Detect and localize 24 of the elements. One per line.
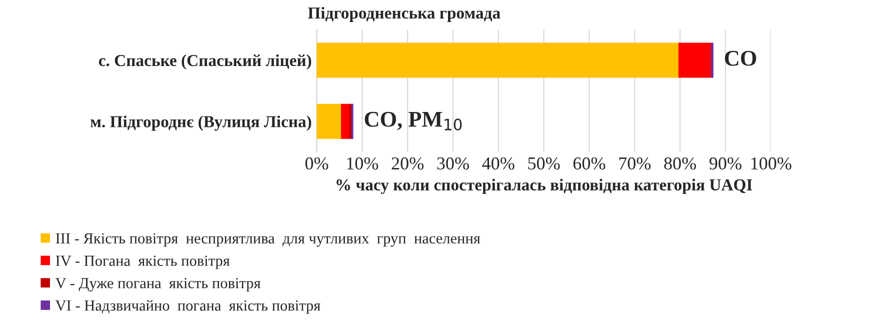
chart-title: Підгородненська громада (308, 6, 500, 22)
legend-label: VI - Надзвичайно погана якість повітря (55, 300, 320, 314)
x-tick-label: 30% (437, 157, 469, 170)
annotation: CO (724, 50, 756, 66)
bar (678, 42, 713, 78)
x-tick-label: 40% (482, 157, 514, 170)
x-axis-title: % часу коли спостерігалась відповідна категорія UAQI (336, 178, 752, 194)
x-tick-label: 100% (751, 157, 792, 170)
x-tick-label: 0% (305, 157, 328, 170)
x-tick-label: 10% (347, 157, 378, 170)
legend-label: V - Дуже погана якість повітря (55, 278, 260, 292)
legend-label: ІІІ - Якість повітря несприятлива для чутливих груп населення (56, 233, 480, 247)
legend-label: IV - Погана якість повітря (56, 256, 230, 270)
y-tick-label: м. Підгороднє (Вулиця Лісна) (90, 116, 312, 131)
y-tick-label: с. Спаське (Спаський ліцей) (98, 54, 312, 70)
x-tick-label: 90% (709, 157, 742, 170)
x-tick-label: 20% (392, 157, 424, 170)
x-tick-label: 60% (573, 157, 606, 170)
bar (316, 104, 342, 139)
x-tick-label: 80% (664, 157, 696, 170)
x-tick-label: 50% (528, 157, 560, 170)
x-tick-label: 70% (619, 157, 651, 170)
bar (316, 42, 680, 78)
annotation: CO, PM$_{10}$ (364, 112, 462, 130)
